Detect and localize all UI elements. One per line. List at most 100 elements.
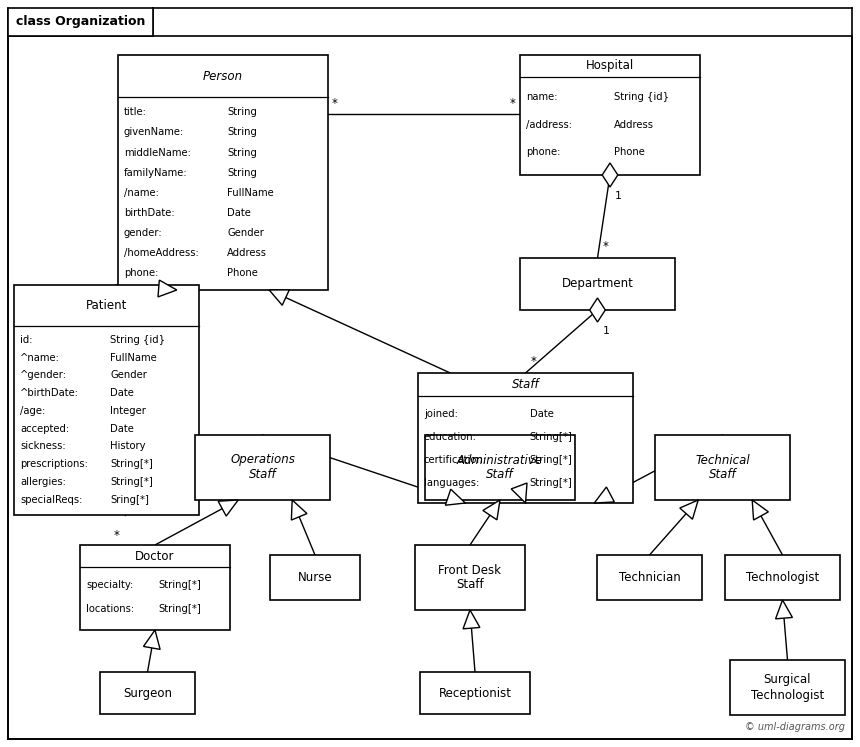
Text: phone:: phone: bbox=[124, 268, 158, 278]
Text: Address: Address bbox=[613, 120, 654, 130]
Text: Technician: Technician bbox=[618, 571, 680, 584]
Text: ^name:: ^name: bbox=[20, 353, 60, 362]
Text: String: String bbox=[227, 128, 257, 137]
Bar bbox=[520, 55, 700, 175]
Polygon shape bbox=[602, 163, 617, 187]
Polygon shape bbox=[158, 280, 177, 297]
Text: Date: Date bbox=[530, 409, 554, 419]
Text: *: * bbox=[603, 240, 608, 253]
Text: id:: id: bbox=[20, 335, 33, 345]
Text: allergies:: allergies: bbox=[20, 477, 66, 487]
Text: Technologist: Technologist bbox=[746, 571, 819, 584]
Text: Patient: Patient bbox=[86, 300, 127, 312]
Text: Person: Person bbox=[203, 69, 243, 83]
Text: String[*]: String[*] bbox=[110, 459, 153, 469]
Text: Technical
Staff: Technical Staff bbox=[695, 453, 750, 482]
Text: History: History bbox=[110, 441, 145, 451]
Text: String {id}: String {id} bbox=[613, 93, 669, 102]
Bar bbox=[100, 672, 195, 714]
Text: gender:: gender: bbox=[124, 228, 163, 238]
Text: Operations
Staff: Operations Staff bbox=[230, 453, 295, 482]
Polygon shape bbox=[511, 483, 527, 503]
Polygon shape bbox=[445, 489, 465, 505]
Polygon shape bbox=[269, 290, 289, 306]
Text: familyName:: familyName: bbox=[124, 167, 187, 178]
Bar bbox=[597, 555, 702, 600]
Bar bbox=[730, 660, 845, 715]
Bar bbox=[80, 545, 230, 630]
Polygon shape bbox=[463, 610, 480, 629]
Text: joined:: joined: bbox=[424, 409, 458, 419]
Text: languages:: languages: bbox=[424, 478, 479, 489]
Text: String: String bbox=[227, 167, 257, 178]
Text: FullName: FullName bbox=[227, 187, 274, 198]
Polygon shape bbox=[144, 630, 160, 649]
Text: title:: title: bbox=[124, 108, 147, 117]
Polygon shape bbox=[482, 500, 500, 520]
Text: 1: 1 bbox=[615, 191, 622, 201]
Text: *: * bbox=[510, 97, 516, 110]
Text: locations:: locations: bbox=[86, 604, 134, 614]
Text: FullName: FullName bbox=[110, 353, 157, 362]
Polygon shape bbox=[776, 600, 792, 619]
Text: Receptionist: Receptionist bbox=[439, 686, 512, 699]
Text: String[*]: String[*] bbox=[110, 477, 153, 487]
Text: birthDate:: birthDate: bbox=[124, 208, 175, 217]
Text: *: * bbox=[114, 529, 120, 542]
Text: Address: Address bbox=[227, 248, 267, 258]
Text: sickness:: sickness: bbox=[20, 441, 65, 451]
Text: String: String bbox=[227, 108, 257, 117]
Text: Department: Department bbox=[562, 277, 634, 291]
Polygon shape bbox=[218, 500, 238, 516]
Text: © uml-diagrams.org: © uml-diagrams.org bbox=[745, 722, 845, 732]
Text: /name:: /name: bbox=[124, 187, 159, 198]
Text: Surgeon: Surgeon bbox=[123, 686, 172, 699]
Text: 1: 1 bbox=[603, 326, 610, 336]
Bar bbox=[270, 555, 360, 600]
Text: education:: education: bbox=[424, 432, 477, 442]
Text: Hospital: Hospital bbox=[586, 60, 634, 72]
Text: Front Desk
Staff: Front Desk Staff bbox=[439, 563, 501, 592]
Text: Nurse: Nurse bbox=[298, 571, 332, 584]
Text: Phone: Phone bbox=[227, 268, 258, 278]
Text: certification:: certification: bbox=[424, 455, 487, 465]
Text: Date: Date bbox=[110, 388, 134, 398]
Text: name:: name: bbox=[526, 93, 557, 102]
Bar bbox=[14, 285, 199, 515]
Text: String[*]: String[*] bbox=[530, 432, 573, 442]
Text: Doctor: Doctor bbox=[135, 550, 175, 562]
Text: *: * bbox=[185, 450, 191, 463]
Text: String: String bbox=[227, 147, 257, 158]
Text: prescriptions:: prescriptions: bbox=[20, 459, 88, 469]
Polygon shape bbox=[594, 487, 614, 503]
Text: specialty:: specialty: bbox=[86, 580, 133, 590]
Text: accepted:: accepted: bbox=[20, 424, 69, 434]
Bar bbox=[418, 373, 633, 503]
Bar bbox=[725, 555, 840, 600]
Text: String[*]: String[*] bbox=[158, 580, 200, 590]
Text: Date: Date bbox=[110, 424, 134, 434]
Bar bbox=[425, 435, 575, 500]
Bar bbox=[415, 545, 525, 610]
Text: Surgical
Technologist: Surgical Technologist bbox=[751, 674, 824, 701]
Bar bbox=[195, 435, 330, 500]
Text: middleName:: middleName: bbox=[124, 147, 191, 158]
Text: Staff: Staff bbox=[512, 378, 539, 391]
Text: Sring[*]: Sring[*] bbox=[110, 495, 149, 505]
Text: Gender: Gender bbox=[227, 228, 264, 238]
Polygon shape bbox=[590, 298, 605, 322]
Bar bbox=[520, 258, 675, 310]
Bar bbox=[420, 672, 530, 714]
Polygon shape bbox=[679, 500, 698, 519]
Text: /homeAddress:: /homeAddress: bbox=[124, 248, 199, 258]
Text: Administrative
Staff: Administrative Staff bbox=[457, 453, 543, 482]
Text: ^gender:: ^gender: bbox=[20, 371, 67, 380]
Polygon shape bbox=[292, 500, 307, 520]
Text: *: * bbox=[531, 355, 537, 368]
Text: String[*]: String[*] bbox=[158, 604, 200, 614]
Text: Phone: Phone bbox=[613, 147, 644, 157]
Polygon shape bbox=[752, 500, 768, 520]
Text: ^birthDate:: ^birthDate: bbox=[20, 388, 79, 398]
Text: phone:: phone: bbox=[526, 147, 561, 157]
Text: String {id}: String {id} bbox=[110, 335, 165, 345]
